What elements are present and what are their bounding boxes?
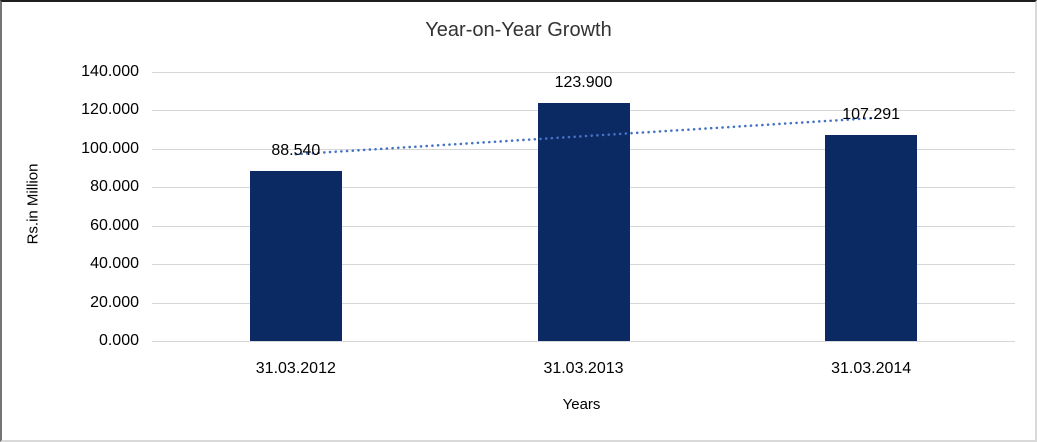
x-tick-label: 31.03.2014 [831, 360, 912, 377]
y-tick-label: 100.000 [81, 139, 139, 157]
y-tick-label: 120.000 [81, 101, 139, 119]
y-tick-label: 80.000 [90, 178, 139, 196]
y-tick-label: 20.000 [90, 293, 139, 311]
x-tick-label: 31.03.2012 [255, 360, 336, 377]
bar [537, 102, 630, 341]
bar [825, 134, 918, 341]
y-tick-label: 60.000 [90, 216, 139, 234]
y-tick-label: 0.000 [98, 332, 139, 349]
bar-data-label: 107.291 [842, 105, 901, 123]
bar-data-label: 123.900 [554, 73, 613, 91]
y-tick-label: 140.000 [81, 63, 139, 80]
bar-data-label: 88.540 [271, 141, 321, 159]
gridline [152, 72, 1015, 73]
y-tick-label: 40.000 [90, 255, 139, 273]
bar [249, 170, 342, 341]
x-axis-title: Years [562, 396, 601, 413]
x-tick-label: 31.03.2013 [543, 360, 624, 377]
gridline [152, 341, 1015, 342]
chart-title: Year-on-Year Growth [425, 19, 612, 41]
